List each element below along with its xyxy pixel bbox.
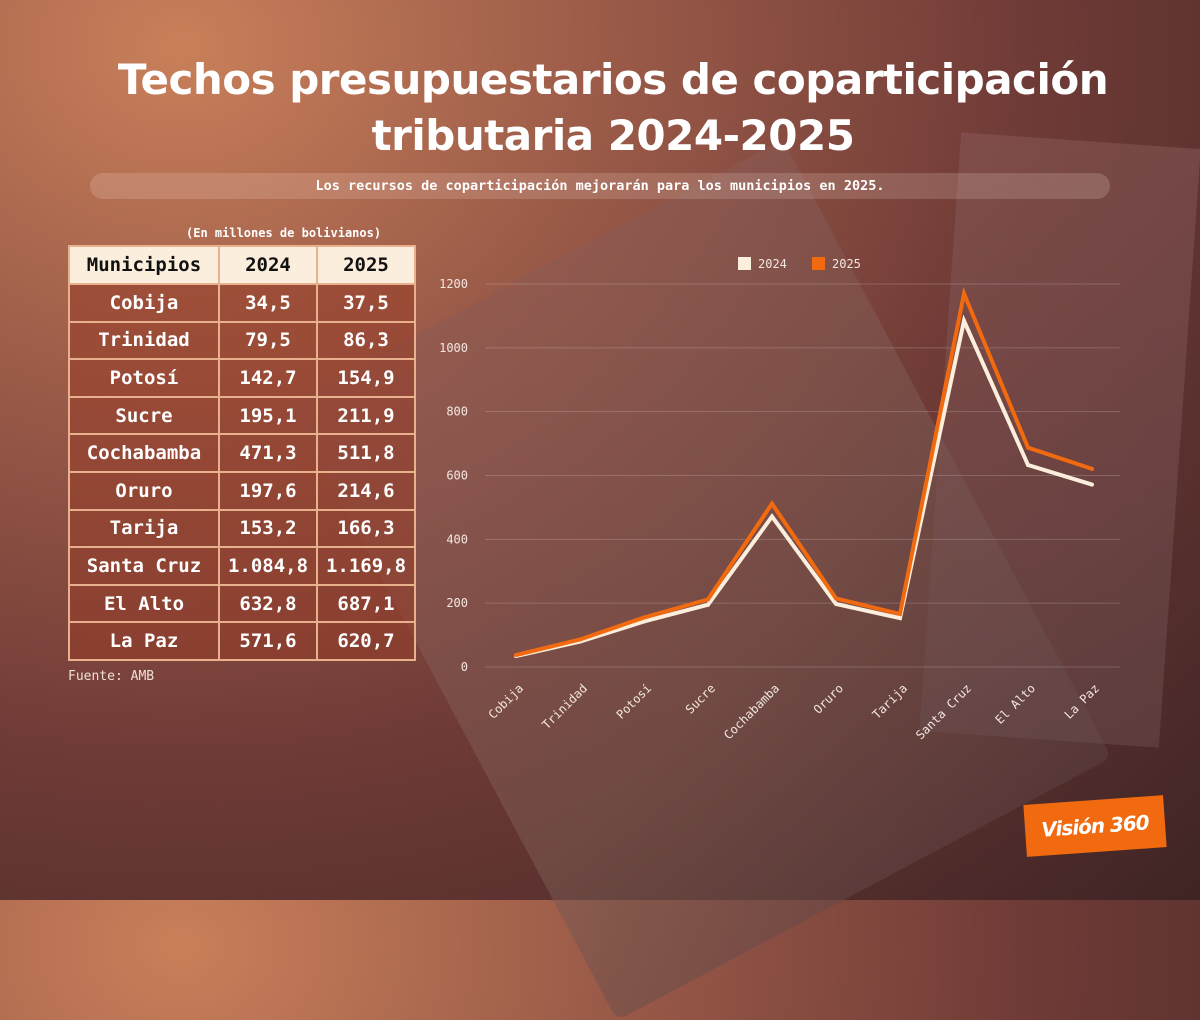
value-cell: 632,8: [218, 583, 318, 624]
header-cell: 2025: [316, 245, 416, 285]
municipio-cell: Tarija: [68, 508, 220, 549]
data-point: [770, 501, 774, 506]
value-cell: 197,6: [218, 470, 318, 511]
value-cell: 142,7: [218, 358, 318, 398]
value-cell: 34,5: [218, 283, 318, 323]
data-point: [642, 619, 646, 624]
table-row: Trinidad 79,5 86,3: [68, 320, 416, 361]
x-tick-label: Tarija: [870, 681, 911, 722]
value-cell: 211,9: [316, 395, 416, 436]
value-cell: 1.084,8: [218, 546, 318, 586]
data-table: Municipios 2024 2025 Cobija 34,5 37,5 Trini…: [68, 245, 416, 661]
data-point: [1090, 482, 1094, 487]
x-tick-label: Trinidad: [539, 681, 590, 732]
header-cell: 2024: [218, 245, 318, 285]
legend-swatch: [738, 257, 751, 270]
unit-note: (En millones de bolivianos): [186, 226, 382, 240]
y-tick-label: 600: [446, 469, 468, 483]
municipio-cell: Oruro: [68, 470, 220, 511]
data-point: [834, 596, 838, 601]
x-tick-label: Cobija: [486, 681, 527, 722]
data-point: [962, 291, 966, 296]
y-tick-label: 1000: [439, 341, 468, 355]
legend-label: 2024: [758, 257, 787, 271]
series-line-2025: [515, 286, 1093, 657]
table-row: Santa Cruz 1.084,8 1.169,8: [68, 546, 416, 586]
logo-text: Visión 360: [1040, 810, 1150, 842]
data-point: [578, 637, 582, 642]
legend-label: 2025: [832, 257, 861, 271]
subtitle: Los recursos de coparticipación mejorará…: [90, 173, 1110, 199]
table-row: Potosí 142,7 154,9: [68, 358, 416, 398]
value-cell: 37,5: [316, 283, 416, 323]
value-cell: 79,5: [218, 320, 318, 361]
municipio-cell: Trinidad: [68, 320, 220, 361]
data-point: [898, 611, 902, 616]
value-cell: 214,6: [316, 470, 416, 511]
table-header: Municipios 2024 2025: [68, 245, 416, 285]
table-row: Tarija 153,2 166,3: [68, 508, 416, 549]
table-row: Cobija 34,5 37,5: [68, 283, 416, 323]
x-tick-label: La Paz: [1062, 681, 1103, 722]
data-point: [898, 616, 902, 621]
value-cell: 471,3: [218, 433, 318, 473]
value-cell: 1.169,8: [316, 546, 416, 586]
y-tick-label: 400: [446, 532, 468, 546]
municipio-cell: El Alto: [68, 583, 220, 624]
x-tick-label: Oruro: [811, 681, 846, 716]
x-tick-label: Potosí: [614, 681, 655, 722]
municipio-cell: Cobija: [68, 283, 220, 323]
municipio-cell: Sucre: [68, 395, 220, 436]
x-tick-label: El Alto: [992, 681, 1038, 727]
data-point: [514, 653, 518, 658]
data-point: [834, 601, 838, 606]
page-title: Techos presupuestarios de coparticipació…: [117, 55, 1109, 160]
value-cell: 166,3: [316, 508, 416, 549]
y-tick-label: 1200: [439, 277, 468, 291]
value-cell: 153,2: [218, 508, 318, 549]
table-row: Oruro 197,6 214,6: [68, 470, 416, 511]
y-tick-label: 200: [446, 596, 468, 610]
table-row: El Alto 632,8 687,1: [68, 583, 416, 624]
table-row: Cochabamba 471,3 511,8: [68, 433, 416, 473]
municipio-cell: Cochabamba: [68, 433, 220, 473]
table-row: Sucre 195,1 211,9: [68, 395, 416, 436]
data-point: [1026, 445, 1030, 450]
x-tick-label: Santa Cruz: [913, 681, 974, 742]
municipio-cell: La Paz: [68, 621, 220, 661]
y-tick-label: 800: [446, 405, 468, 419]
value-cell: 195,1: [218, 395, 318, 436]
data-point: [642, 615, 646, 620]
value-cell: 571,6: [218, 621, 318, 661]
x-tick-label: Sucre: [683, 681, 718, 716]
y-tick-label: 0: [461, 660, 468, 674]
series-line-2024: [515, 314, 1093, 658]
legend-swatch: [812, 257, 825, 270]
source-note: Fuente: AMB: [68, 669, 155, 684]
municipio-cell: Potosí: [68, 358, 220, 398]
value-cell: 687,1: [316, 583, 416, 624]
data-point: [706, 602, 710, 607]
value-cell: 154,9: [316, 358, 416, 398]
data-point: [706, 597, 710, 602]
vision360-logo: Visión 360: [1023, 795, 1167, 857]
table-row: La Paz 571,6 620,7: [68, 621, 416, 661]
data-point: [770, 514, 774, 519]
value-cell: 86,3: [316, 320, 416, 361]
value-cell: 620,7: [316, 621, 416, 661]
header-cell: Municipios: [68, 245, 220, 285]
line-chart: 0 200 400 600 800 1000 1200 Cobija Trinidad Potos…: [439, 257, 1103, 743]
data-point: [1026, 463, 1030, 468]
data-point: [962, 318, 966, 323]
data-point: [1090, 466, 1094, 471]
x-tick-label: Cochabamba: [721, 681, 782, 742]
value-cell: 511,8: [316, 433, 416, 473]
municipio-cell: Santa Cruz: [68, 546, 220, 586]
